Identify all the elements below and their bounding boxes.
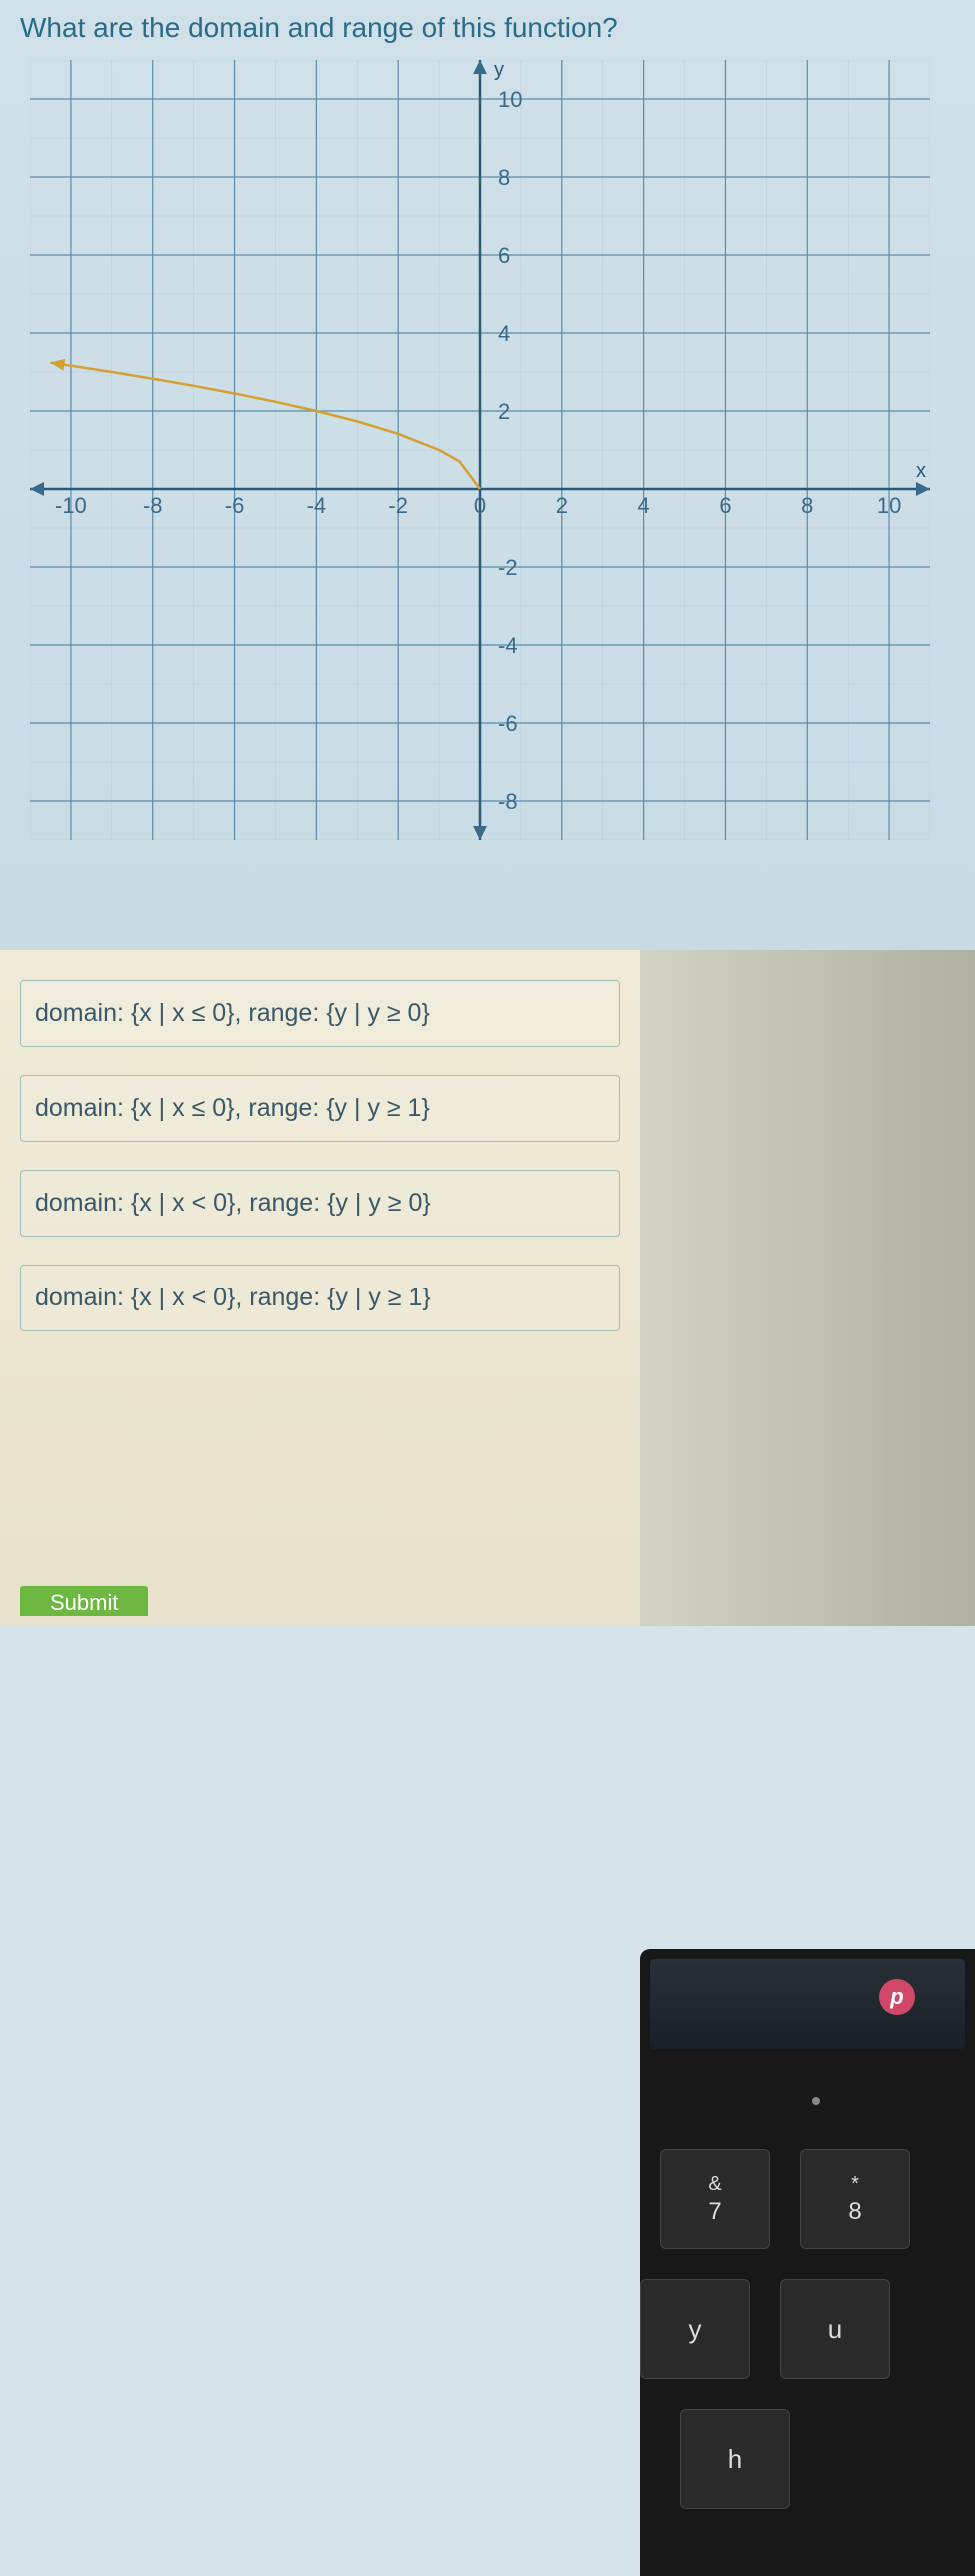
svg-text:-10: -10 — [55, 493, 87, 518]
question-text: What are the domain and range of this fu… — [20, 12, 618, 44]
svg-text:0: 0 — [474, 493, 486, 518]
key-y[interactable]: y — [640, 2279, 750, 2379]
answer-option[interactable]: domain: {x | x ≤ 0}, range: {y | y ≥ 0} — [20, 980, 620, 1047]
svg-text:6: 6 — [498, 243, 510, 268]
answer-paper: domain: {x | x ≤ 0}, range: {y | y ≥ 0} d… — [0, 950, 640, 1626]
app-badge-icon: p — [879, 1979, 915, 2015]
svg-text:2: 2 — [498, 399, 510, 424]
svg-text:8: 8 — [801, 493, 813, 518]
chart-container: -10 -8 -6 -4 -2 0 2 4 6 8 10 -8 -6 -4 -2 2 4 6 8 10 x y — [30, 60, 930, 840]
answer-option[interactable]: domain: {x | x ≤ 0}, range: {y | y ≥ 1} — [20, 1075, 620, 1142]
camera-dot-icon — [812, 2097, 820, 2105]
function-graph: -10 -8 -6 -4 -2 0 2 4 6 8 10 -8 -6 -4 -2 2 4 6 8 10 x y — [30, 60, 930, 840]
svg-text:-8: -8 — [143, 493, 163, 518]
svg-text:-6: -6 — [225, 493, 245, 518]
screen-area: What are the domain and range of this fu… — [0, 0, 975, 950]
key-symbol: * — [851, 2173, 859, 2196]
keyboard: & 7 * 8 y u h — [640, 2149, 975, 2569]
svg-text:4: 4 — [638, 493, 650, 518]
key-u[interactable]: u — [780, 2279, 890, 2379]
key-h[interactable]: h — [680, 2409, 790, 2509]
svg-text:-2: -2 — [498, 555, 518, 580]
laptop-body: p & 7 * 8 y u h — [640, 1949, 975, 2576]
answer-option[interactable]: domain: {x | x < 0}, range: {y | y ≥ 1} — [20, 1265, 620, 1331]
key-label: u — [828, 2314, 842, 2345]
key-label: 7 — [708, 2198, 721, 2226]
key-7[interactable]: & 7 — [660, 2149, 770, 2249]
svg-text:8: 8 — [498, 165, 510, 190]
submit-button[interactable]: Submit — [20, 1586, 148, 1616]
key-symbol: & — [708, 2173, 721, 2196]
svg-text:10: 10 — [877, 493, 901, 518]
svg-text:10: 10 — [498, 87, 522, 112]
svg-text:-2: -2 — [388, 493, 408, 518]
svg-text:2: 2 — [556, 493, 568, 518]
key-label: y — [689, 2314, 702, 2345]
svg-text:6: 6 — [719, 493, 731, 518]
photo-area: domain: {x | x ≤ 0}, range: {y | y ≥ 0} d… — [0, 950, 975, 1626]
key-8[interactable]: * 8 — [800, 2149, 910, 2249]
svg-text:-4: -4 — [307, 493, 327, 518]
svg-text:x: x — [916, 460, 926, 482]
laptop-screen: p — [650, 1959, 965, 2049]
answer-option[interactable]: domain: {x | x < 0}, range: {y | y ≥ 0} — [20, 1170, 620, 1237]
svg-text:y: y — [494, 60, 504, 81]
key-label: 8 — [848, 2198, 861, 2226]
svg-text:4: 4 — [498, 321, 510, 346]
key-label: h — [728, 2444, 742, 2475]
svg-text:-6: -6 — [498, 711, 518, 736]
svg-text:-4: -4 — [498, 633, 518, 658]
svg-text:-8: -8 — [498, 789, 518, 814]
